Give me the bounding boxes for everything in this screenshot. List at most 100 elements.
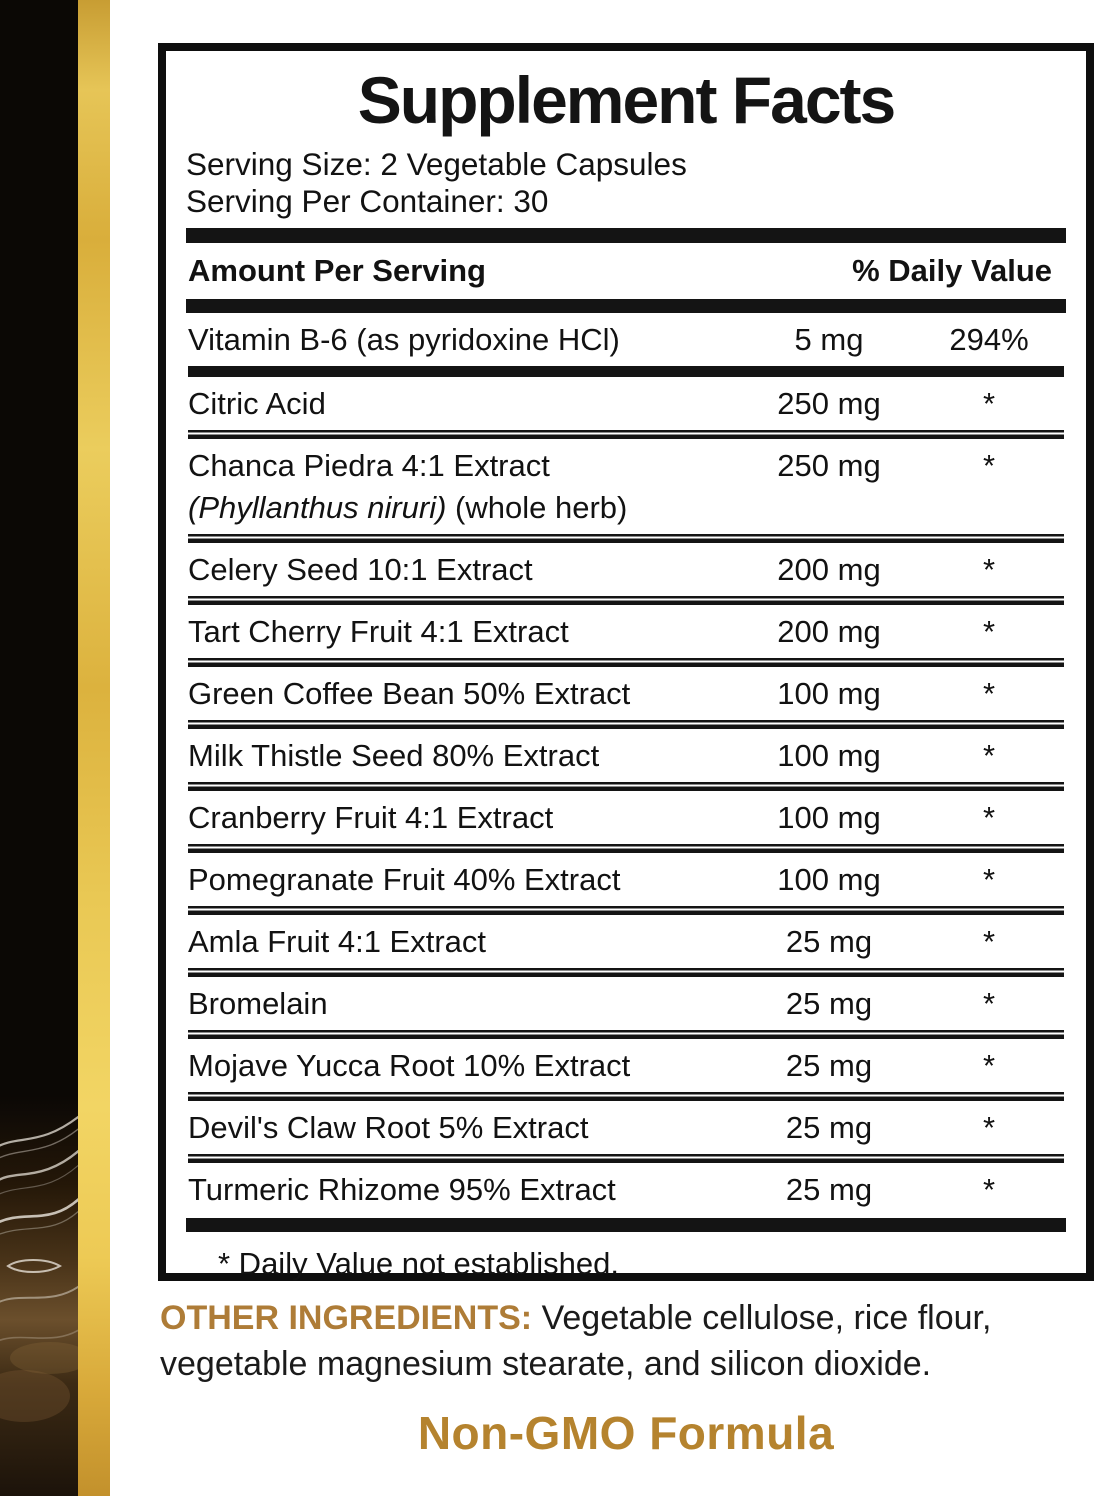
ingredient-dv: * — [982, 448, 996, 484]
row-divider — [188, 1029, 1064, 1039]
serving-info: Serving Size: 2 Vegetable Capsules Servi… — [186, 146, 1066, 219]
non-gmo-formula-text: Non-GMO Formula — [417, 1407, 835, 1459]
table-row: Celery Seed 10:1 Extract 200 mg * — [186, 543, 1066, 596]
table-row: Citric Acid 250 mg * — [186, 377, 1066, 430]
ingredient-name-cell: Celery Seed 10:1 Extract — [188, 552, 744, 588]
ingredient-name: Citric Acid — [188, 386, 326, 422]
table-row: Amla Fruit 4:1 Extract 25 mg * — [186, 915, 1066, 968]
ingredient-name-cell: Turmeric Rhizome 95% Extract — [188, 1172, 744, 1208]
row-divider — [188, 843, 1064, 853]
ingredient-dv: * — [982, 386, 996, 422]
divider-bar-top — [186, 228, 1066, 244]
table-row: Chanca Piedra 4:1 Extract (Phyllanthus n… — [186, 439, 1066, 534]
side-black-band — [0, 0, 78, 1496]
ingredient-name: Green Coffee Bean 50% Extract — [188, 676, 631, 712]
ingredient-name: Celery Seed 10:1 Extract — [188, 552, 533, 588]
ingredient-amount: 100 mg — [777, 799, 881, 835]
ingredient-amount: 25 mg — [785, 985, 873, 1021]
ingredient-dv: * — [982, 1171, 996, 1207]
ingredient-name-cell: Pomegranate Fruit 40% Extract — [188, 862, 744, 898]
thick-divider — [188, 366, 1064, 378]
table-row: Mojave Yucca Root 10% Extract 25 mg * — [186, 1039, 1066, 1092]
amount-per-serving-header: Amount Per Serving — [188, 253, 486, 289]
ingredient-amount: 25 mg — [785, 923, 873, 959]
row-divider — [188, 967, 1064, 977]
ingredient-dv: * — [982, 1109, 996, 1145]
ingredient-dv: 294% — [949, 322, 1029, 358]
ingredient-name: Vitamin B-6 (as pyridoxine HCl) — [188, 322, 620, 358]
ingredient-dv: * — [982, 1047, 996, 1083]
ingredient-name-cell: Devil's Claw Root 5% Extract — [188, 1110, 744, 1146]
ingredient-name: Bromelain — [188, 985, 328, 1021]
ingredient-dv: * — [982, 676, 996, 712]
table-row: Devil's Claw Root 5% Extract 25 mg * — [186, 1101, 1066, 1154]
ingredient-rows: Vitamin B-6 (as pyridoxine HCl) 5 mg 294… — [186, 313, 1066, 1215]
row-divider — [188, 596, 1064, 606]
servings-per-container-line: Serving Per Container: 30 — [186, 182, 549, 219]
panel-title: Supplement Facts — [357, 63, 896, 137]
side-decoration-strip — [0, 0, 110, 1496]
ingredient-name-cell: Chanca Piedra 4:1 Extract (Phyllanthus n… — [188, 448, 744, 526]
table-header: Amount Per Serving % Daily Value — [186, 243, 1066, 299]
ingredient-amount: 100 mg — [777, 738, 881, 773]
row-divider — [188, 1153, 1064, 1163]
row-divider — [188, 905, 1064, 915]
ingredient-dv: * — [982, 923, 996, 959]
table-row: Vitamin B-6 (as pyridoxine HCl) 5 mg 294… — [186, 313, 1066, 366]
table-row: Pomegranate Fruit 40% Extract 100 mg * — [186, 853, 1066, 906]
ingredient-name-cell: Bromelain — [188, 986, 744, 1022]
ingredient-name: Amla Fruit 4:1 Extract — [188, 923, 487, 959]
ingredient-amount: 250 mg — [777, 386, 881, 422]
ingredient-amount: 250 mg — [777, 448, 881, 484]
ingredient-name: Tart Cherry Fruit 4:1 Extract — [188, 614, 569, 650]
row-divider — [188, 534, 1064, 544]
ingredient-amount: 200 mg — [777, 614, 881, 650]
row-divider — [188, 720, 1064, 729]
silk-wave-art — [0, 1096, 78, 1496]
other-ingredients-label: OTHER INGREDIENTS: — [160, 1299, 533, 1337]
row-divider — [188, 658, 1064, 668]
ingredient-name-cell: Amla Fruit 4:1 Extract — [188, 924, 744, 960]
daily-value-header: % Daily Value — [852, 253, 1052, 289]
ingredient-name: Pomegranate Fruit 40% Extract — [188, 861, 621, 897]
other-ingredients: OTHER INGREDIENTS: Vegetable cellulose, … — [160, 1296, 1096, 1387]
ingredient-name: Devil's Claw Root 5% Extract — [188, 1109, 589, 1145]
ingredient-name: Chanca Piedra 4:1 Extract — [188, 448, 550, 484]
ingredient-dv: * — [982, 614, 996, 650]
ingredient-dv: * — [982, 738, 996, 773]
ingredient-name: Cranberry Fruit 4:1 Extract — [188, 799, 554, 835]
ingredient-name-cell: Mojave Yucca Root 10% Extract — [188, 1048, 744, 1084]
ingredient-dv: * — [982, 861, 996, 897]
ingredient-name-cell: Cranberry Fruit 4:1 Extract — [188, 800, 744, 836]
table-row: Tart Cherry Fruit 4:1 Extract 200 mg * — [186, 605, 1066, 658]
ingredient-name-cell: Vitamin B-6 (as pyridoxine HCl) — [188, 322, 744, 358]
supplement-facts-panel: Supplement Facts Serving Size: 2 Vegetab… — [158, 43, 1094, 1281]
ingredient-dv: * — [982, 799, 996, 835]
table-row: Cranberry Fruit 4:1 Extract 100 mg * — [186, 791, 1066, 844]
ingredient-name: Turmeric Rhizome 95% Extract — [188, 1171, 616, 1207]
table-row: Milk Thistle Seed 80% Extract 100 mg * — [186, 729, 1066, 782]
ingredient-name: Milk Thistle Seed 80% Extract — [188, 738, 600, 773]
ingredient-amount: 25 mg — [785, 1109, 873, 1145]
ingredient-subname-italic: (Phyllanthus niruri) — [188, 490, 447, 526]
ingredient-amount: 200 mg — [777, 552, 881, 588]
ingredient-dv: * — [982, 985, 996, 1021]
divider-bar-bottom — [186, 1217, 1066, 1232]
table-row: Turmeric Rhizome 95% Extract 25 mg * — [186, 1163, 1066, 1216]
ingredient-subname: (Phyllanthus niruri) (whole herb) — [188, 490, 744, 526]
ingredient-dv: * — [982, 552, 996, 588]
ingredient-amount: 100 mg — [777, 676, 881, 712]
table-row: Bromelain 25 mg * — [186, 977, 1066, 1030]
ingredient-name-cell: Tart Cherry Fruit 4:1 Extract — [188, 614, 744, 650]
ingredient-name: Mojave Yucca Root 10% Extract — [188, 1047, 631, 1083]
ingredient-name-cell: Citric Acid — [188, 386, 744, 422]
ingredient-name-cell: Green Coffee Bean 50% Extract — [188, 676, 744, 712]
ingredient-name-cell: Milk Thistle Seed 80% Extract — [188, 738, 744, 774]
ingredient-amount: 25 mg — [785, 1171, 873, 1207]
table-row: Green Coffee Bean 50% Extract 100 mg * — [186, 667, 1066, 720]
row-divider — [188, 430, 1064, 440]
row-divider — [188, 781, 1064, 791]
ingredient-amount: 5 mg — [794, 322, 864, 358]
other-ingredients-text: Vegetable cellulose, rice flour, vegetab… — [160, 1299, 992, 1383]
